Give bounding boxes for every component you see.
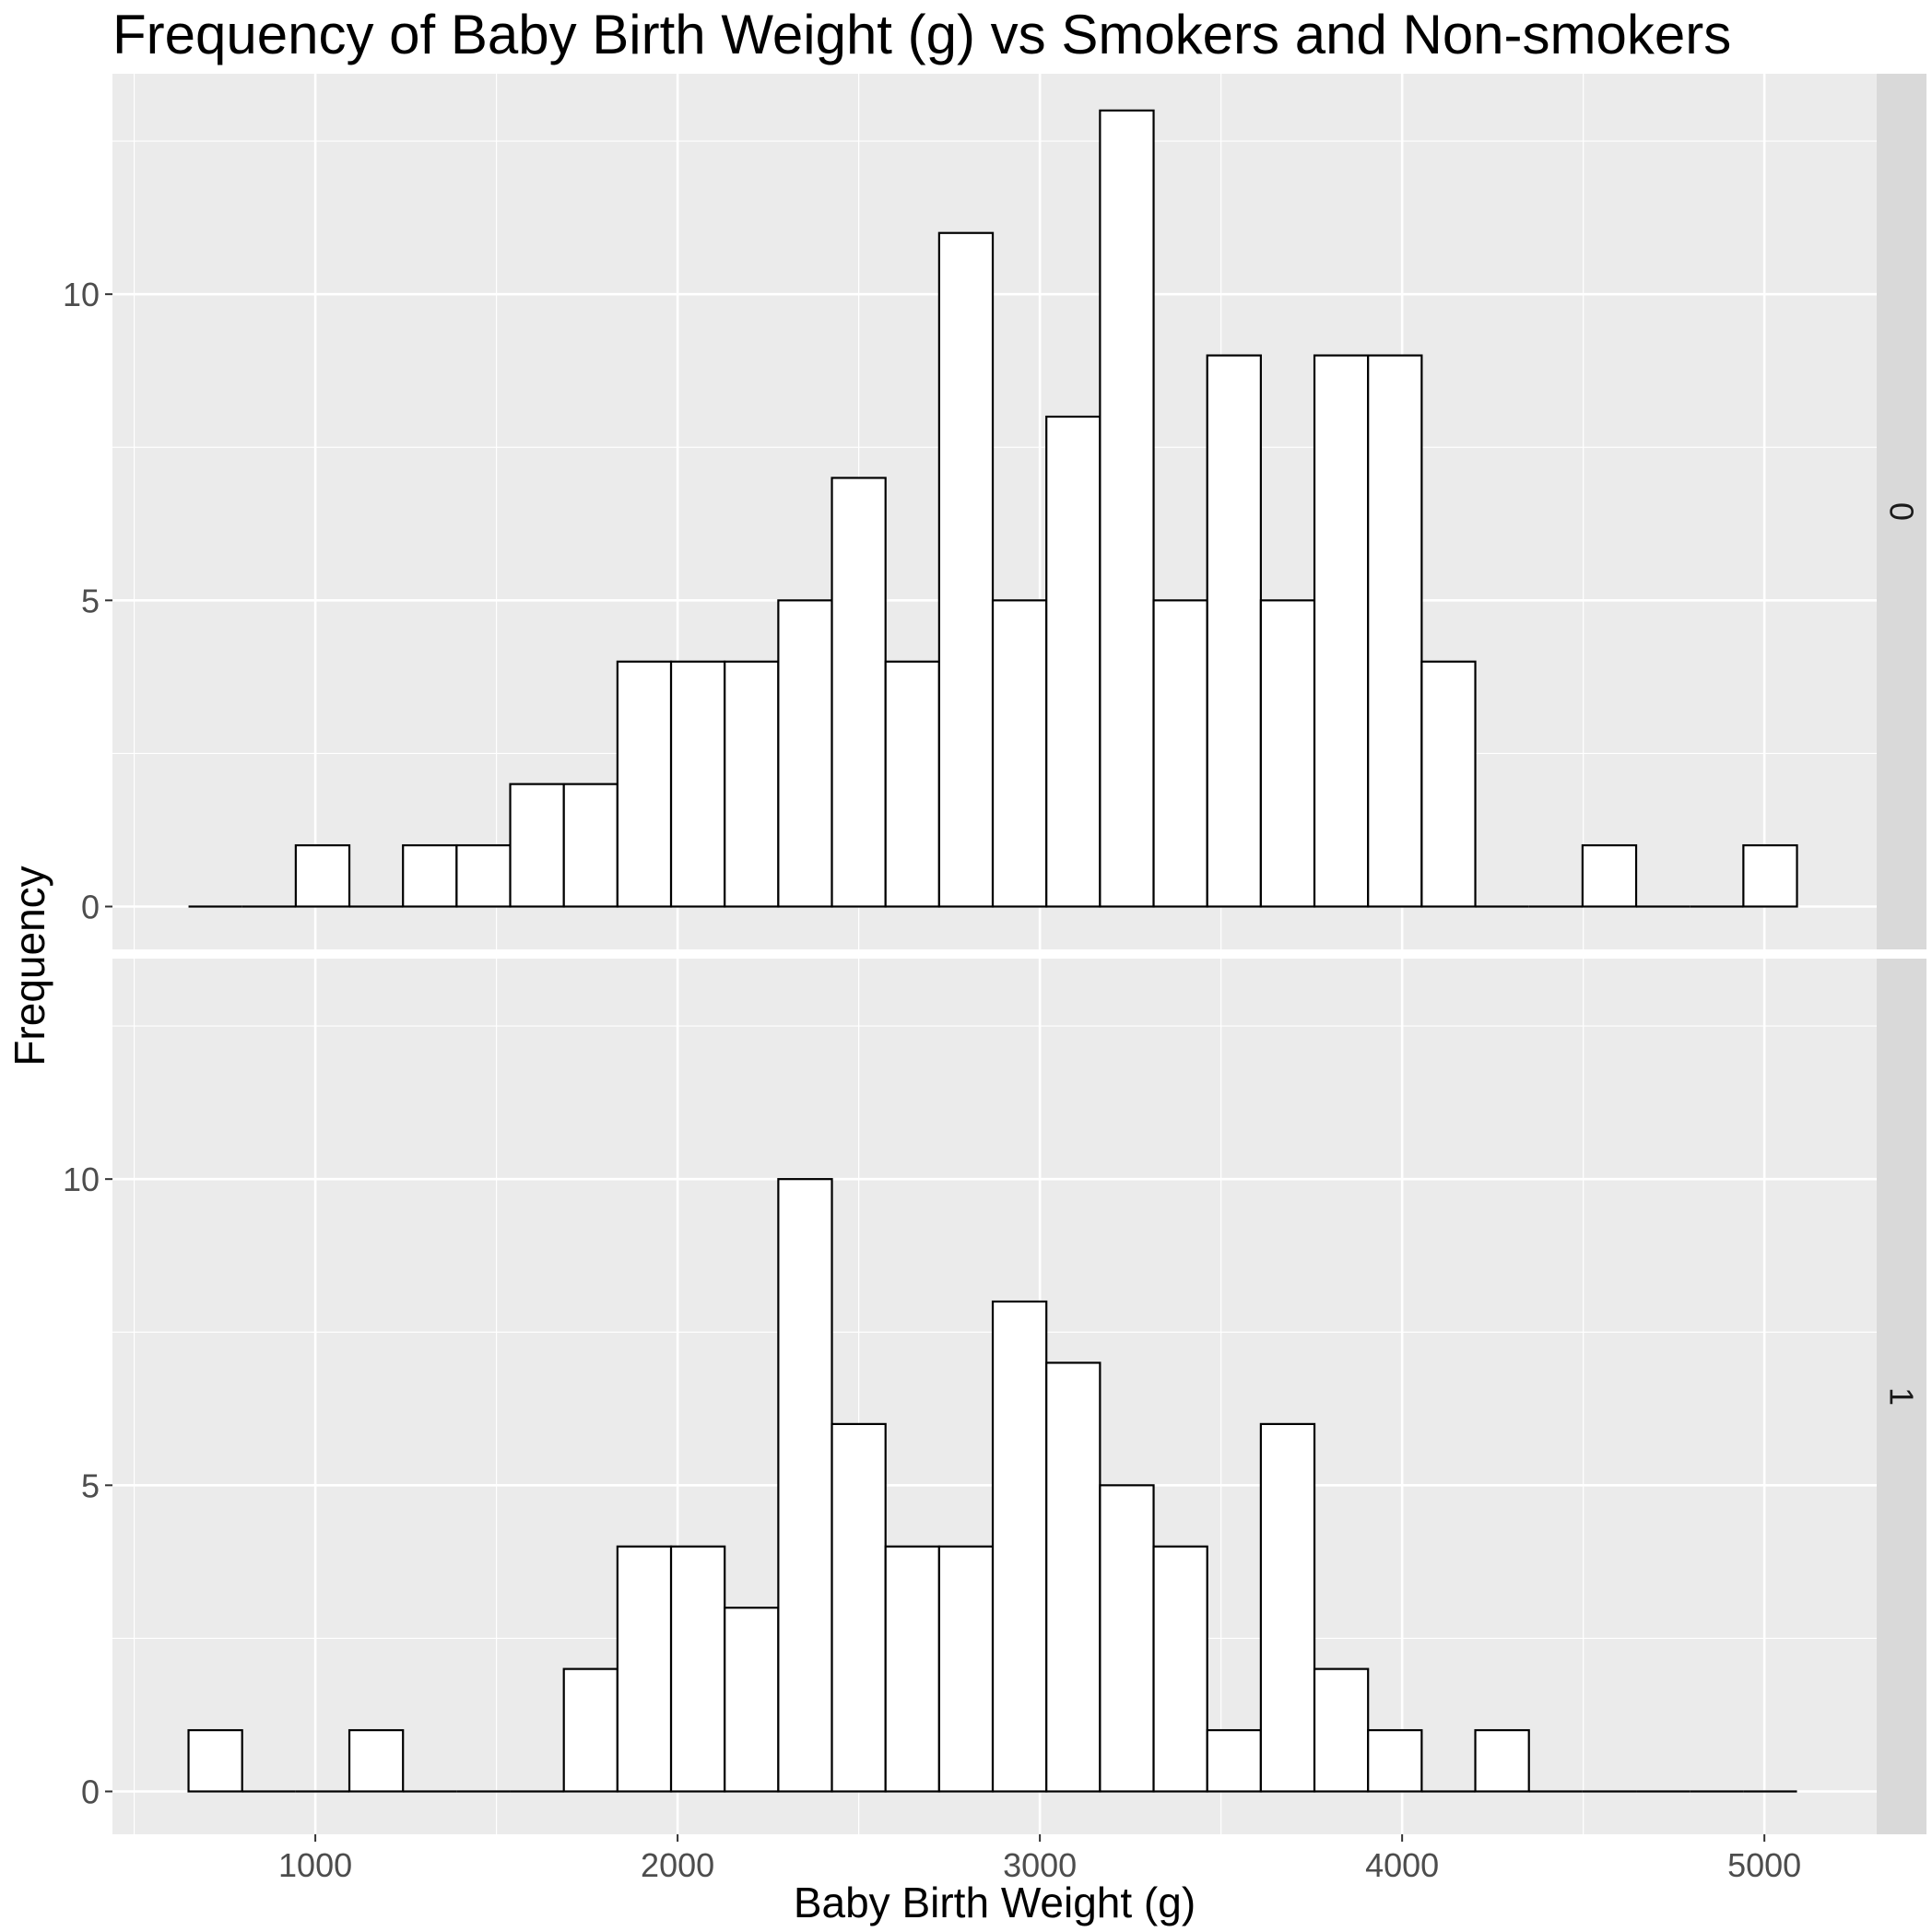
histogram-bar — [777, 1178, 833, 1793]
histogram-bar — [1313, 1667, 1370, 1793]
histogram-bar — [1099, 109, 1155, 908]
histogram-bar — [777, 599, 833, 908]
histogram-bar — [1206, 1728, 1262, 1793]
histogram-bar — [562, 783, 618, 908]
histogram-bar — [669, 660, 726, 908]
histogram-bar — [1206, 354, 1262, 908]
histogram-bar — [831, 1422, 887, 1793]
histogram-bar — [1045, 1361, 1101, 1793]
facet-strip-label: 1 — [1883, 1387, 1921, 1406]
histogram-bar — [884, 1545, 940, 1793]
y-tick-label: 5 — [81, 1467, 100, 1504]
histogram-bar — [884, 660, 940, 908]
x-tick-label: 4000 — [1365, 1846, 1439, 1884]
histogram-bar — [1742, 843, 1798, 908]
x-tick-label: 2000 — [641, 1846, 714, 1884]
facet-strip — [1877, 959, 1926, 1834]
histogram-bar — [937, 1545, 995, 1793]
histogram-bar — [724, 1607, 780, 1793]
facet-panel-0: 0 5 10 0 — [63, 74, 1926, 949]
y-tick-label: 10 — [63, 276, 100, 313]
facet-panels: 0 5 10 0 0 5 10 1 — [63, 74, 1926, 1834]
histogram-bar — [1099, 1484, 1155, 1793]
chart-title: Frequency of Baby Birth Weight (g) vs Sm… — [112, 4, 1731, 65]
histogram-bar — [1259, 599, 1316, 908]
histogram-bar — [616, 1545, 673, 1793]
histogram-bar — [1152, 599, 1208, 908]
y-tick-label: 5 — [81, 582, 100, 619]
histogram-bar — [1152, 1545, 1208, 1793]
histogram-bar — [1367, 1728, 1423, 1793]
histogram-bar — [937, 231, 995, 908]
histogram-bar — [724, 660, 780, 908]
histogram-bar — [1313, 354, 1370, 908]
histogram-bar — [831, 477, 887, 908]
histogram-bar — [669, 1545, 726, 1793]
histogram-bar — [187, 1728, 243, 1793]
histogram-bar — [1420, 660, 1477, 908]
histogram-bar — [348, 1728, 405, 1793]
y-tick-label: 10 — [63, 1160, 100, 1198]
histogram-bar — [991, 1300, 1048, 1793]
histogram-bar — [294, 843, 351, 908]
x-tick-label: 3000 — [1003, 1846, 1077, 1884]
histogram-bar — [402, 843, 458, 908]
x-axis-title: Baby Birth Weight (g) — [794, 1879, 1196, 1926]
y-tick-label: 0 — [81, 1773, 100, 1810]
histogram-bar — [562, 1667, 618, 1793]
facet-strip-label: 0 — [1883, 502, 1921, 521]
x-tick-label: 5000 — [1727, 1846, 1801, 1884]
histogram-bar — [616, 660, 673, 908]
x-axis: 1000 2000 3000 4000 5000 — [278, 1834, 1801, 1884]
histogram-bar — [1045, 415, 1101, 908]
facet-panel-1: 0 5 10 1 — [63, 959, 1926, 1834]
y-axis-title: Frequency — [6, 866, 53, 1066]
histogram-bar — [1581, 843, 1638, 908]
histogram-bar — [1259, 1422, 1316, 1793]
histogram-bar — [1367, 354, 1423, 908]
histogram-bar — [991, 599, 1048, 908]
y-tick-label: 0 — [81, 888, 100, 925]
x-tick-label: 1000 — [278, 1846, 352, 1884]
histogram-bar — [509, 783, 565, 908]
histogram-bar — [455, 843, 512, 908]
facet-strip — [1877, 74, 1926, 949]
histogram-bar — [1474, 1728, 1530, 1793]
